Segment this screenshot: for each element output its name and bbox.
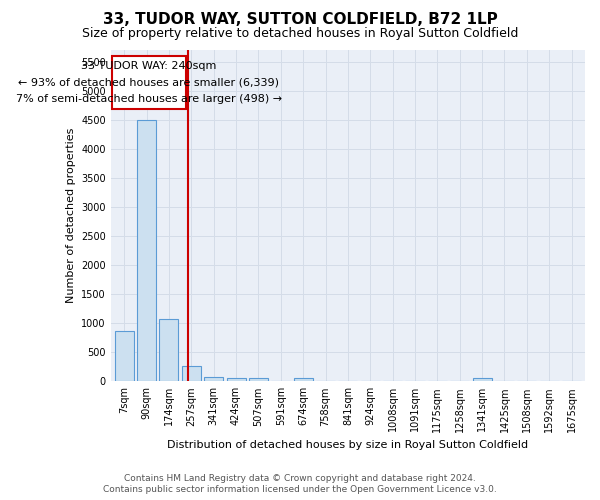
Bar [293, 378, 313, 382]
Bar [204, 376, 223, 382]
Bar [227, 378, 245, 382]
Bar [137, 120, 156, 382]
Bar [115, 330, 134, 382]
FancyBboxPatch shape [112, 56, 186, 110]
X-axis label: Distribution of detached houses by size in Royal Sutton Coldfield: Distribution of detached houses by size … [167, 440, 529, 450]
Text: 33, TUDOR WAY, SUTTON COLDFIELD, B72 1LP: 33, TUDOR WAY, SUTTON COLDFIELD, B72 1LP [103, 12, 497, 28]
Text: Size of property relative to detached houses in Royal Sutton Coldfield: Size of property relative to detached ho… [82, 28, 518, 40]
Bar [249, 378, 268, 382]
Bar [160, 319, 178, 382]
Text: Contains HM Land Registry data © Crown copyright and database right 2024.
Contai: Contains HM Land Registry data © Crown c… [103, 474, 497, 494]
Bar [182, 366, 201, 382]
Y-axis label: Number of detached properties: Number of detached properties [65, 128, 76, 304]
Text: ← 93% of detached houses are smaller (6,339): ← 93% of detached houses are smaller (6,… [19, 78, 280, 88]
Text: 7% of semi-detached houses are larger (498) →: 7% of semi-detached houses are larger (4… [16, 94, 282, 104]
Bar [473, 378, 491, 382]
Text: 33 TUDOR WAY: 240sqm: 33 TUDOR WAY: 240sqm [81, 61, 217, 71]
